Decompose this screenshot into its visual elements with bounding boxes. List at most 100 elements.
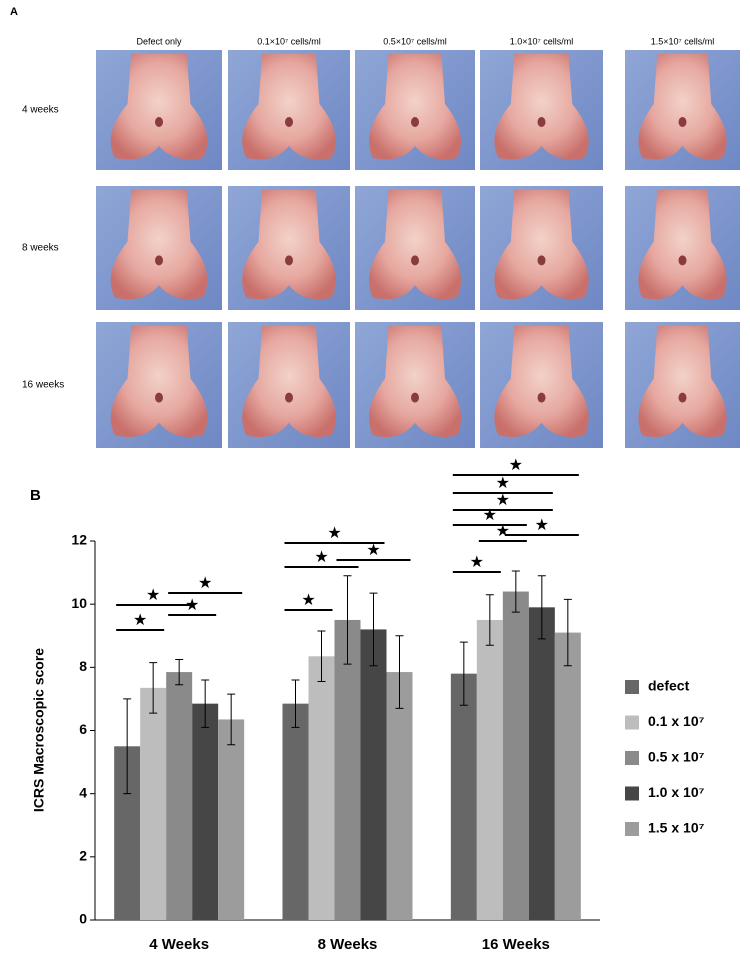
- error-bar: [537, 575, 546, 640]
- bar: [450, 673, 477, 920]
- bar: [360, 629, 387, 920]
- error-bar: [369, 592, 378, 667]
- bar: [528, 607, 555, 920]
- column-header: Defect only: [136, 36, 182, 46]
- row-label: 16 weeks: [22, 380, 64, 391]
- significance-star: ★: [198, 575, 212, 592]
- photo-defect: [411, 117, 419, 127]
- column-header: 0.5×10⁷ cells/ml: [383, 36, 447, 46]
- significance-star: ★: [314, 549, 328, 566]
- photo-tissue: [638, 190, 727, 300]
- photo-defect: [285, 255, 293, 266]
- significance-star: ★: [483, 507, 497, 524]
- error-bar: [395, 635, 404, 709]
- bar: [476, 619, 503, 920]
- panel-label: B: [30, 487, 41, 504]
- legend-swatch: [625, 822, 639, 836]
- photo-tissue: [369, 190, 461, 300]
- bar: [386, 672, 413, 920]
- error-bar: [123, 698, 132, 795]
- error-bar: [175, 658, 184, 686]
- photo-defect: [537, 255, 546, 266]
- photo-defect: [537, 392, 546, 403]
- bar: [140, 687, 167, 920]
- legend-swatch: [625, 751, 639, 765]
- column-header: 0.1×10⁷ cells/ml: [257, 36, 321, 46]
- photo-defect: [411, 392, 419, 403]
- significance-star: ★: [327, 525, 341, 542]
- bar: [166, 672, 193, 920]
- bar: [282, 703, 309, 920]
- photo-tissue: [110, 54, 208, 160]
- legend-swatch: [625, 715, 639, 730]
- bar: [554, 632, 581, 920]
- error-bar: [485, 594, 494, 646]
- photo-defect: [678, 392, 687, 403]
- legend-swatch: [625, 786, 639, 801]
- photo-tissue: [494, 190, 589, 300]
- photo-tissue: [638, 54, 727, 160]
- error-bar: [291, 679, 300, 728]
- bar: [308, 656, 335, 920]
- y-tick-label: 6: [79, 721, 87, 737]
- bar: [334, 619, 361, 920]
- legend-label: defect: [648, 678, 690, 694]
- photo-tissue: [369, 326, 461, 437]
- panel-label: A: [10, 6, 18, 18]
- significance-star: ★: [185, 597, 199, 614]
- error-bar: [149, 662, 158, 714]
- x-tick-label: 16 Weeks: [482, 936, 550, 953]
- y-tick-label: 8: [79, 658, 87, 674]
- legend-label: 0.5 x 10⁷: [648, 749, 705, 765]
- x-tick-label: 4 Weeks: [149, 936, 209, 953]
- y-axis-label: ICRS Macroscopic score: [31, 648, 47, 812]
- error-bar: [343, 575, 352, 665]
- photo-defect: [411, 255, 419, 266]
- bar: [218, 719, 245, 920]
- error-bar: [201, 679, 210, 728]
- photo-defect: [537, 117, 546, 127]
- photo-tissue: [494, 54, 589, 160]
- photo-tissue: [369, 54, 461, 160]
- significance-star: ★: [366, 542, 380, 559]
- photo-tissue: [110, 190, 208, 300]
- error-bar: [317, 630, 326, 683]
- significance-star: ★: [496, 475, 510, 492]
- bar: [192, 703, 219, 920]
- x-tick-label: 8 Weeks: [318, 936, 378, 953]
- significance-star: ★: [496, 492, 510, 509]
- y-tick-label: 10: [71, 595, 87, 611]
- error-bar: [563, 598, 572, 667]
- photo-tissue: [638, 326, 727, 437]
- legend-label: 0.1 x 10⁷: [648, 713, 705, 729]
- y-tick-label: 12: [71, 532, 87, 548]
- significance-star: ★: [509, 457, 523, 474]
- error-bar: [227, 693, 236, 746]
- photo-defect: [285, 117, 293, 127]
- legend-swatch: [625, 680, 639, 694]
- column-header: 1.5×10⁷ cells/ml: [651, 36, 715, 46]
- photo-tissue: [242, 54, 336, 160]
- error-bar: [511, 570, 520, 613]
- y-tick-label: 4: [79, 784, 87, 800]
- significance-star: ★: [470, 554, 484, 571]
- row-label: 8 weeks: [22, 243, 59, 254]
- photo-defect: [155, 255, 163, 266]
- column-header: 1.0×10⁷ cells/ml: [510, 36, 574, 46]
- legend-label: 1.5 x 10⁷: [648, 820, 705, 836]
- significance-star: ★: [146, 587, 160, 604]
- significance-star: ★: [301, 592, 315, 609]
- photo-defect: [285, 392, 293, 403]
- legend-label: 1.0 x 10⁷: [648, 784, 705, 800]
- photo-defect: [155, 117, 163, 127]
- significance-star: ★: [535, 517, 549, 534]
- photo-defect: [678, 117, 687, 127]
- bar: [502, 591, 529, 920]
- photo-defect: [678, 255, 687, 266]
- y-tick-label: 0: [79, 911, 87, 927]
- error-bar: [459, 641, 468, 706]
- photo-tissue: [242, 190, 336, 300]
- photo-defect: [155, 392, 163, 403]
- y-tick-label: 2: [79, 848, 87, 864]
